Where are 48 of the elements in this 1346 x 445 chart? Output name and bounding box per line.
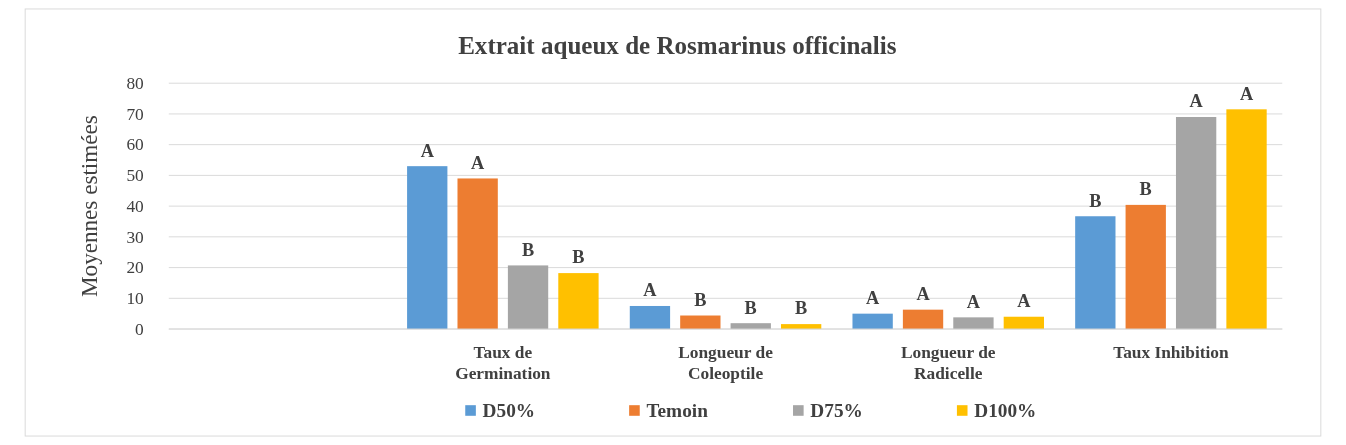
data-label: A xyxy=(1239,83,1254,104)
y-tick-label: 10 xyxy=(126,289,145,309)
bar xyxy=(629,305,671,330)
data-label: A xyxy=(966,291,981,312)
legend-label: D75% xyxy=(810,399,863,421)
x-tick-label: Longueur de Coleoptile xyxy=(678,342,774,384)
x-tick-label: Taux de Germination xyxy=(455,342,551,384)
data-label: B xyxy=(1089,190,1102,211)
chart-title: Extrait aqueux de Rosmarinus officinalis xyxy=(458,32,897,60)
y-tick-label: 40 xyxy=(126,196,145,216)
data-label: B xyxy=(744,297,757,318)
bar xyxy=(407,166,448,330)
legend-label: D100% xyxy=(974,399,1037,421)
data-label: A xyxy=(866,288,881,309)
bar xyxy=(852,313,893,330)
data-label: B xyxy=(795,298,808,319)
y-tick-label: 80 xyxy=(126,73,145,93)
bar xyxy=(1075,216,1116,330)
data-label: B xyxy=(572,247,585,268)
x-tick-label: Longueur de Radicelle xyxy=(900,342,996,384)
legend-label: Temoin xyxy=(646,399,709,421)
bar xyxy=(1175,117,1217,330)
y-tick-label: 30 xyxy=(126,227,145,247)
y-tick-label: 60 xyxy=(126,135,145,155)
data-label: B xyxy=(1139,179,1152,200)
data-label: A xyxy=(420,140,435,161)
bar xyxy=(953,317,994,330)
bar xyxy=(558,273,599,330)
y-tick-label: 70 xyxy=(126,104,145,124)
y-tick-label: 0 xyxy=(135,319,145,339)
y-axis-title: Moyennes estimées xyxy=(76,115,103,297)
data-label: A xyxy=(471,152,486,173)
bar xyxy=(457,178,498,330)
bar xyxy=(1226,109,1267,330)
bar xyxy=(680,315,721,330)
x-tick-label: Taux Inhibition xyxy=(1113,342,1230,362)
bar xyxy=(1125,204,1166,330)
data-label: A xyxy=(1017,291,1032,312)
bar xyxy=(902,309,944,330)
legend-label: D50% xyxy=(482,399,536,421)
data-label: B xyxy=(521,239,535,260)
data-label: B xyxy=(694,289,707,310)
data-label: A xyxy=(643,280,658,301)
data-label: A xyxy=(916,284,931,305)
y-tick-label: 50 xyxy=(126,166,145,186)
data-label: A xyxy=(1189,91,1204,112)
y-tick-label: 20 xyxy=(126,258,145,278)
bar xyxy=(507,265,549,330)
